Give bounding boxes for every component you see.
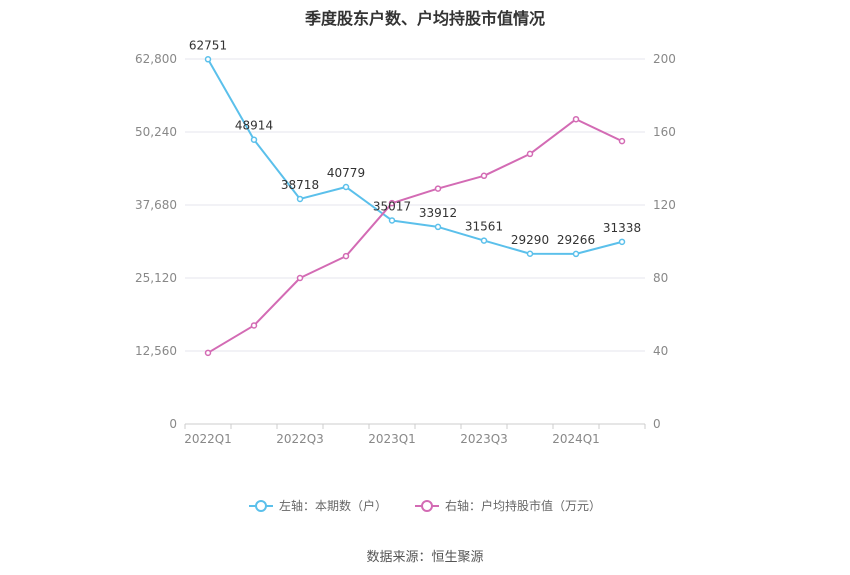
series-line-left [207,58,623,255]
data-label: 38718 [281,178,319,192]
x-tick-label: 2023Q1 [368,432,416,446]
data-label: 40779 [327,166,365,180]
x-tick-label: 2022Q3 [276,432,324,446]
x-tick-label: 2024Q1 [552,432,600,446]
series-line-right [207,118,623,354]
data-point [204,349,212,357]
data-point [618,137,626,145]
data-point [296,195,304,203]
data-label: 29266 [557,233,595,247]
data-point [250,136,258,143]
chart-title: 季度股东户数、户均持股市值情况 [304,9,545,28]
legend-label: 左轴：本期数（户） [278,499,387,513]
data-label: 48914 [235,119,273,133]
axes: 0 12,560 25,120 37,680 50,240 62,800 0 40 80 120 1… [135,52,676,446]
right-tick-label: 40 [653,344,668,358]
left-tick-label: 62,800 [135,52,177,66]
data-point [572,115,580,123]
right-tick-label: 80 [653,271,668,285]
legend-label: 右轴：户均持股市值（万元） [445,499,602,513]
data-point [526,250,534,258]
data-point [204,56,212,63]
data-labels: 62751 48914 38718 40779 35017 33912 31561 29290… [189,38,641,247]
data-point [480,172,488,180]
x-tick-label: 2022Q1 [184,432,232,446]
data-point [388,199,396,207]
data-label: 62751 [189,38,227,52]
data-label: 29290 [511,233,549,247]
legend-item-left-axis[interactable]: 左轴：本期数（户） [248,497,387,514]
left-tick-label: 37,680 [135,198,177,212]
left-tick-label: 0 [169,417,177,431]
left-tick-label: 25,120 [135,271,177,285]
data-label: 31561 [465,220,503,234]
data-point [618,238,626,246]
data-point [342,252,350,260]
right-tick-label: 0 [653,417,661,431]
legend-swatch-icon [248,499,273,512]
data-point [434,223,442,231]
legend-swatch-icon [415,499,439,512]
right-tick-label: 120 [653,198,676,212]
data-point [480,237,488,244]
legend-item-right-axis[interactable]: 右轴：户均持股市值（万元） [415,497,601,514]
source-note: 数据来源：恒生聚源 [366,550,484,565]
x-tick-label: 2023Q3 [460,432,508,446]
data-point [250,322,258,329]
data-point [526,150,534,158]
series-layer [204,56,626,357]
data-point [388,217,396,224]
right-tick-label: 160 [653,125,676,139]
data-label: 31338 [603,221,641,235]
right-tick-label: 200 [653,52,676,66]
legend: 左轴：本期数（户） 右轴：户均持股市值（万元） [0,497,850,514]
data-point [434,185,442,192]
left-tick-label: 50,240 [135,125,177,139]
left-tick-label: 12,560 [135,344,177,358]
data-point [572,250,580,258]
data-point [296,274,304,282]
data-point [342,183,350,191]
data-label: 35017 [373,199,411,213]
data-label: 33912 [419,206,457,220]
